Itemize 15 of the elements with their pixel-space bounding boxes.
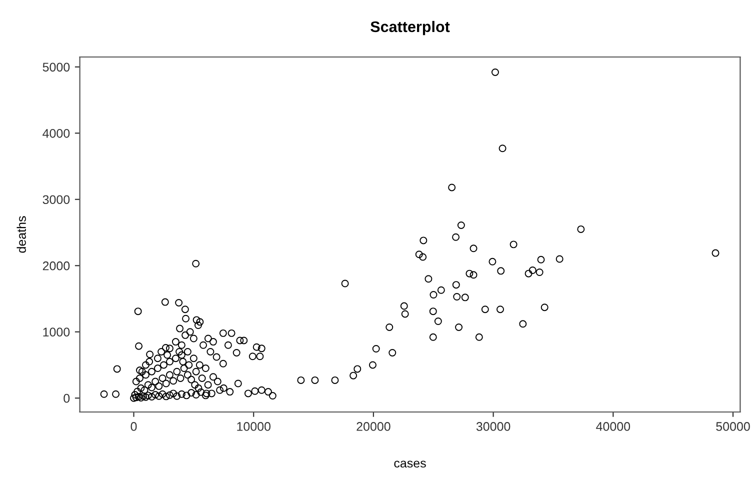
y-tick-label: 0 bbox=[64, 394, 70, 403]
y-axis-title: deaths bbox=[16, 216, 26, 253]
x-tick-label: 10000 bbox=[237, 422, 270, 431]
x-tick-label: 20000 bbox=[356, 422, 390, 431]
x-tick-label: 30000 bbox=[476, 422, 510, 431]
y-tick-label: 5000 bbox=[42, 62, 70, 72]
y-tick-label: 3000 bbox=[42, 195, 70, 204]
chart-title: Scatterplot bbox=[370, 20, 450, 36]
x-axis-title: cases bbox=[394, 460, 426, 468]
x-tick-label: 0 bbox=[130, 422, 137, 431]
y-tick-label: 1000 bbox=[43, 328, 70, 337]
y-tick-label: 2000 bbox=[42, 261, 70, 270]
y-tick-label: 4000 bbox=[42, 128, 70, 138]
x-tick-label: 40000 bbox=[596, 422, 630, 431]
x-tick-label: 50000 bbox=[716, 422, 750, 431]
